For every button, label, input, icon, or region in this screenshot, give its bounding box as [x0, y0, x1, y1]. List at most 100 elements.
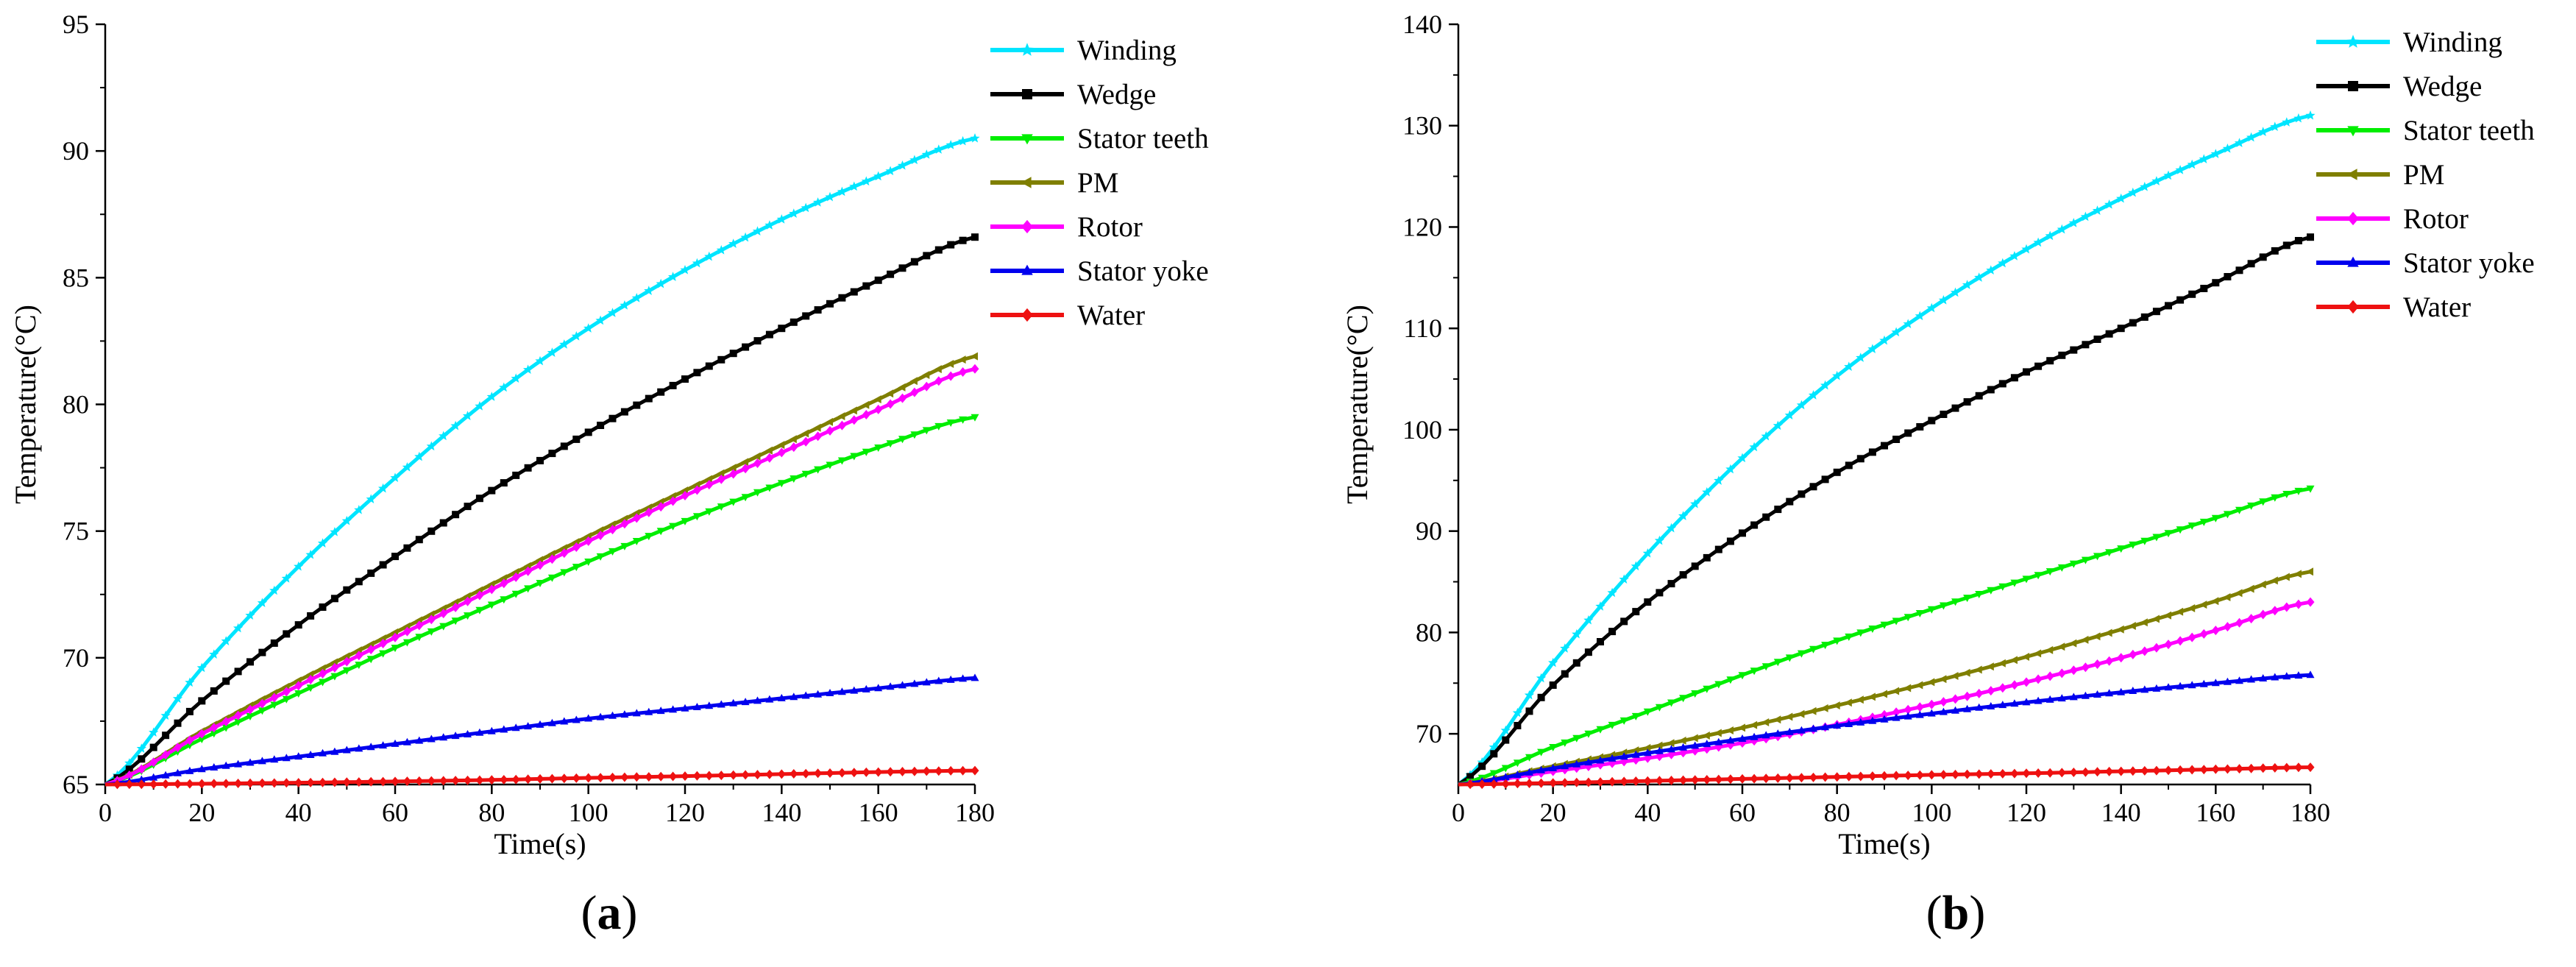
data-point [402, 776, 411, 787]
data-point [874, 404, 883, 414]
data-point [197, 729, 206, 739]
data-point [2068, 218, 2079, 227]
data-point [1773, 420, 1783, 431]
data-point [1619, 752, 1628, 760]
data-point [2223, 622, 2232, 632]
data-point [2045, 768, 2054, 778]
data-point [1998, 380, 2006, 388]
data-point [2009, 251, 2020, 261]
data-point [596, 553, 605, 561]
y-tick-label: 70 [63, 643, 89, 673]
legend-label: Stator yoke [2403, 247, 2535, 279]
data-point [1785, 773, 1794, 783]
legend-swatch-marker [1021, 134, 1033, 145]
data-point [377, 483, 388, 493]
x-axis-title: Time(s) [1838, 827, 1930, 860]
data-point [2282, 602, 2291, 612]
data-point [1821, 642, 1830, 650]
data-point [1608, 754, 1617, 762]
data-point [547, 574, 556, 582]
series-winding [104, 133, 980, 786]
data-point [342, 745, 351, 754]
data-point [246, 704, 255, 715]
data-point [1656, 589, 1664, 597]
data-point [2022, 698, 2031, 706]
data-point [584, 536, 593, 546]
data-point [379, 741, 388, 749]
data-point [681, 491, 689, 500]
data-point [2199, 154, 2209, 164]
data-point [790, 769, 798, 779]
data-point [2046, 357, 2054, 365]
series-wedge [104, 233, 979, 787]
data-point [645, 707, 653, 715]
data-point [2140, 618, 2148, 627]
data-point [1761, 773, 1770, 784]
data-point [355, 578, 363, 586]
data-point [1466, 779, 1475, 790]
data-point [270, 778, 279, 788]
data-point [1892, 707, 1901, 718]
data-point [2128, 622, 2136, 630]
data-point [2140, 646, 2149, 656]
data-point [524, 585, 533, 593]
data-point [366, 776, 375, 787]
data-point [1549, 744, 1558, 751]
data-point [306, 751, 315, 758]
data-point [270, 755, 279, 763]
data-point [669, 496, 678, 506]
data-point [354, 505, 364, 514]
data-point [1832, 701, 1840, 710]
data-point [1725, 464, 1736, 474]
data-point [2246, 132, 2257, 142]
data-point [2129, 649, 2137, 659]
data-point [426, 441, 436, 451]
data-point [1691, 741, 1700, 749]
legend-item-winding: Winding [990, 35, 1177, 66]
data-point [1679, 775, 1688, 785]
data-point [1572, 628, 1582, 639]
data-point [1632, 608, 1640, 616]
data-point [959, 765, 968, 776]
x-tick-label: 80 [478, 798, 505, 827]
data-point [2307, 233, 2314, 241]
data-point [1631, 776, 1640, 786]
data-point [402, 639, 411, 647]
data-point [1796, 400, 1807, 410]
data-point [391, 553, 399, 561]
data-point [717, 355, 725, 364]
data-point [174, 719, 182, 727]
y-axis-title: Temperature(°C) [9, 305, 42, 504]
data-point [234, 779, 243, 788]
data-point [185, 779, 194, 789]
data-point [2129, 541, 2137, 549]
data-point [2093, 553, 2101, 561]
data-point [874, 767, 883, 777]
data-point [597, 422, 605, 429]
data-point [1703, 744, 1711, 754]
data-point [512, 471, 520, 479]
data-point [729, 469, 738, 479]
legend-swatch-marker [2348, 81, 2358, 91]
data-point [1572, 659, 1580, 667]
series-winding [1457, 110, 2316, 786]
y-tick-label: 70 [1416, 719, 1442, 748]
data-point [511, 373, 521, 383]
data-point [2211, 626, 2220, 636]
data-point [1987, 702, 1995, 709]
data-point [1537, 778, 1546, 788]
data-point [1928, 417, 1936, 425]
data-point [511, 572, 520, 582]
data-point [909, 377, 918, 386]
data-point [922, 427, 931, 435]
data-point [1880, 771, 1889, 781]
data-point [1561, 778, 1569, 788]
data-point [789, 208, 799, 218]
data-point [2175, 165, 2185, 174]
data-point [644, 286, 654, 295]
data-point [1703, 740, 1711, 748]
data-point [861, 176, 871, 186]
data-point [1892, 713, 1901, 721]
data-point [258, 698, 266, 709]
data-point [125, 779, 134, 790]
